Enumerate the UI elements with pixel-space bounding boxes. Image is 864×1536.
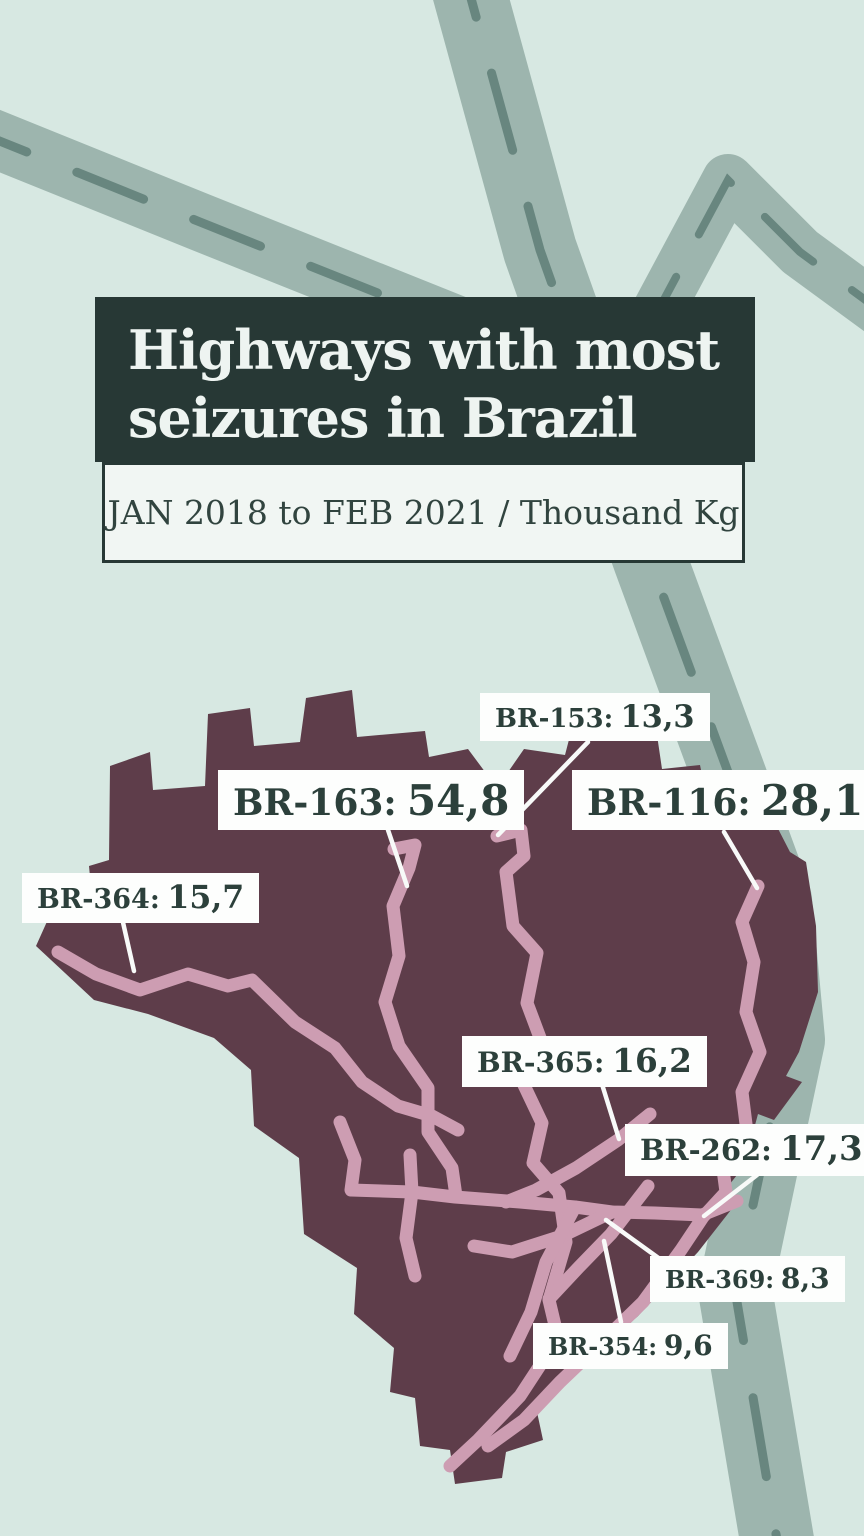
callout-line-br116 — [721, 829, 760, 891]
highway-br163 — [378, 838, 463, 1203]
road-left-diagonal-dashes — [0, 136, 525, 355]
label-br163-value: 54,8 — [406, 775, 510, 825]
label-br153-name: BR-153: — [495, 704, 614, 734]
label-br365-name: BR-365: — [477, 1046, 605, 1079]
label-br116: BR-116: 28,1 — [572, 770, 864, 831]
callout-line-br354 — [601, 1238, 624, 1325]
label-br364-value: 15,7 — [167, 879, 245, 916]
highway-branch-vertical — [399, 1148, 422, 1283]
highway-br369 — [467, 1205, 619, 1259]
label-br364-name: BR-364: — [37, 884, 160, 915]
callout-line-br163 — [385, 827, 410, 889]
highway-branch-west — [333, 1115, 419, 1199]
label-br153-value: 13,3 — [620, 699, 695, 735]
label-br153: BR-153: 13,3 — [480, 693, 710, 742]
callout-line-br365 — [598, 1078, 622, 1142]
title-line-2: seizures in Brazil — [128, 385, 638, 450]
label-br262-value: 17,3 — [780, 1129, 863, 1169]
callout-line-br262 — [701, 1172, 760, 1219]
callout-lines — [119, 739, 760, 1325]
label-br365: BR-365: 16,2 — [462, 1036, 707, 1087]
label-br354-name: BR-354: — [548, 1332, 658, 1361]
label-br369: BR-369: 8,3 — [650, 1256, 845, 1303]
label-br262-name: BR-262: — [640, 1133, 772, 1167]
road-chevron-dashes — [641, 173, 864, 339]
highway-br354 — [542, 1179, 655, 1306]
subtitle-text: JAN 2018 to FEB 2021 / Thousand Kg — [107, 493, 740, 532]
label-br163-name: BR-163: — [233, 782, 397, 824]
label-br116-value: 28,1 — [760, 775, 864, 825]
title-line-1: Highways with most — [128, 318, 720, 382]
callout-line-br364 — [119, 915, 137, 974]
highway-br262 — [405, 1185, 744, 1222]
title-banner: Highways with most seizures in Brazil — [95, 297, 755, 462]
label-br369-value: 8,3 — [780, 1262, 830, 1295]
label-br116-name: BR-116: — [587, 782, 751, 824]
callout-line-br369 — [603, 1217, 667, 1265]
highway-branch-south — [503, 1200, 582, 1363]
label-br163: BR-163: 54,8 — [218, 770, 525, 831]
label-br262: BR-262: 17,3 — [625, 1124, 864, 1176]
label-br365-value: 16,2 — [612, 1041, 692, 1080]
label-br354: BR-354: 9,6 — [533, 1323, 728, 1370]
label-br369-name: BR-369: — [665, 1265, 775, 1294]
subtitle-banner: JAN 2018 to FEB 2021 / Thousand Kg — [102, 462, 745, 563]
label-br354-value: 9,6 — [663, 1329, 713, 1362]
highway-br364 — [51, 945, 465, 1137]
label-br364: BR-364: 15,7 — [22, 873, 260, 923]
